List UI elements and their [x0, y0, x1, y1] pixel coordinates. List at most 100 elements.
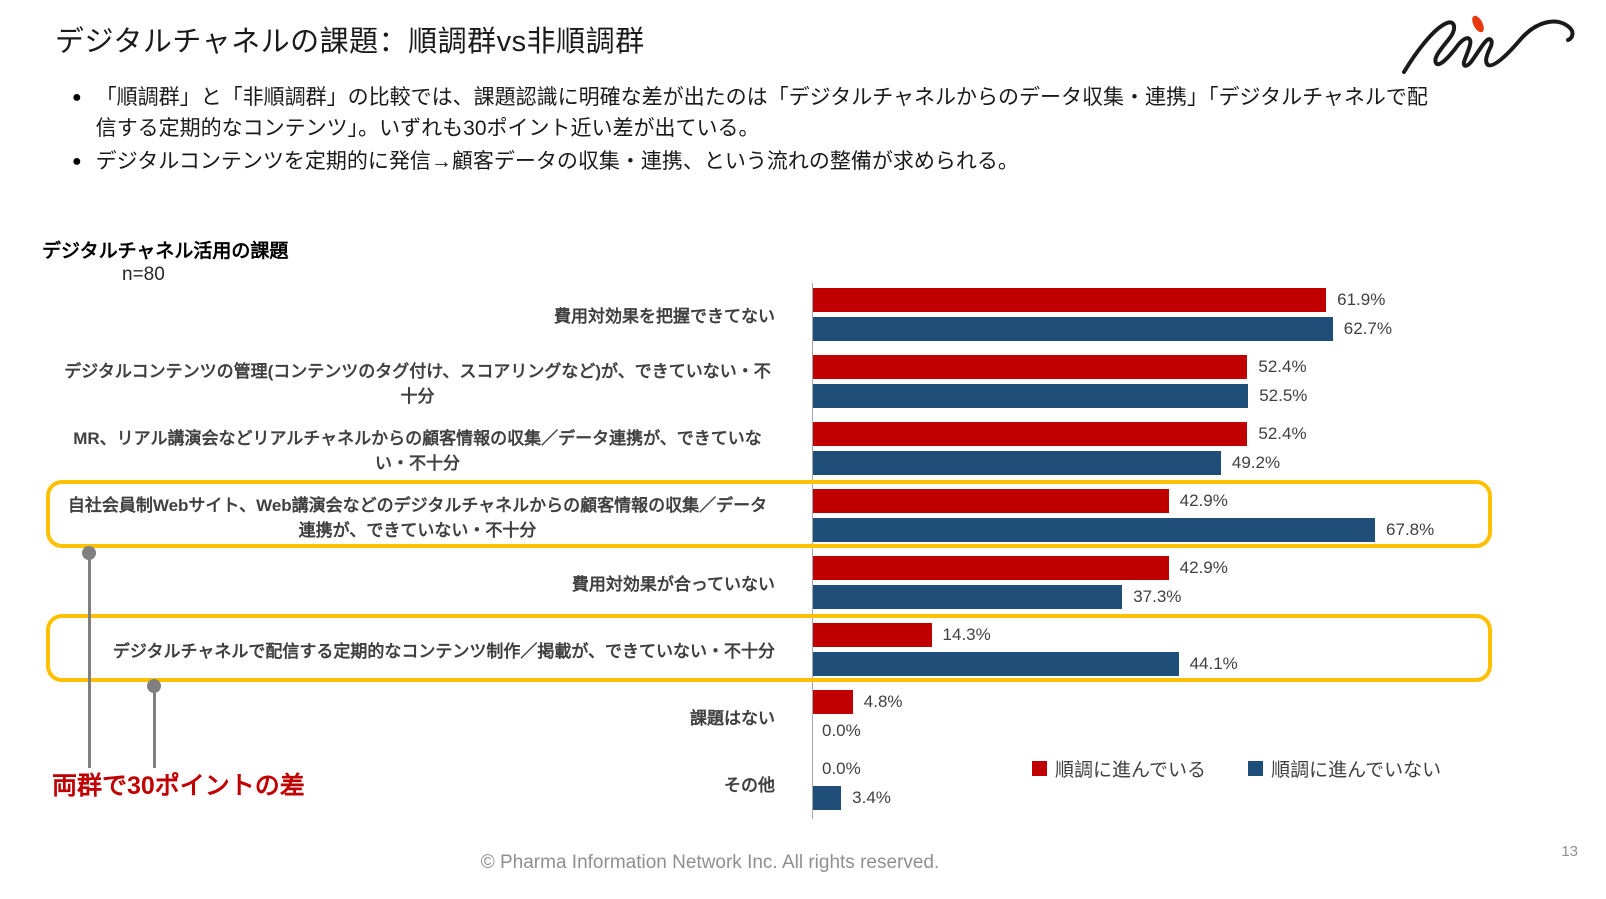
category-label-text: デジタルコンテンツの管理(コンテンツのタグ付け、スコアリングなど)が、できていな…: [64, 361, 771, 406]
bar-value-label: 0.0%: [822, 759, 861, 778]
bar-line: 42.9%: [813, 556, 1490, 580]
bullet-icon: ●: [72, 153, 82, 170]
chart-row: MR、リアル講演会などリアルチャネルからの顧客情報の収集／データ連携が、できてい…: [60, 417, 1490, 484]
bullet-item: ● デジタルコンテンツを定期的に発信→顧客データの収集・連携、という流れの整備が…: [72, 146, 1432, 177]
bar-value-label: 44.1%: [1189, 654, 1238, 673]
callout-line: [153, 686, 156, 768]
bar-ongoing: [813, 623, 932, 647]
chart-row: 費用対効果を把握できてない 61.9% 62.7%: [60, 283, 1490, 350]
category-label-text: MR、リアル講演会などリアルチャネルからの顧客情報の収集／データ連携が、できてい…: [73, 428, 762, 473]
legend-item-not-ongoing: 順調に進んでいない: [1248, 755, 1441, 782]
category-label-text: デジタルチャネルで配信する定期的なコンテンツ制作／掲載が、できていない・不十分: [112, 642, 775, 661]
callout-line: [88, 553, 91, 768]
category-label-text: 費用対効果が合っていない: [571, 575, 775, 594]
bar-line: 3.4%: [813, 786, 1490, 810]
bar-group: 14.3% 44.1%: [812, 618, 1490, 685]
bar-group: 61.9% 62.7%: [812, 283, 1490, 350]
bar-group: 0.0% 3.4%: [812, 752, 1490, 819]
bar-group: 42.9% 67.8%: [812, 484, 1490, 551]
callout-dot: [147, 679, 161, 693]
bar-line: 14.3%: [813, 623, 1490, 647]
bar-line: 52.4%: [813, 355, 1490, 379]
bar-value-label: 52.4%: [1258, 357, 1307, 376]
bar-ongoing: [813, 288, 1327, 312]
bar-line: 0.0%: [813, 757, 1490, 781]
category-label: 自社会員制Webサイト、Web講演会などのデジタルチャネルからの顧客情報の収集／…: [60, 484, 775, 551]
category-label: 課題はない: [60, 685, 775, 752]
bar-value-label: 61.9%: [1337, 290, 1386, 309]
copyright-footer: © Pharma Information Network Inc. All ri…: [480, 852, 940, 873]
bar-line: 4.8%: [813, 690, 1490, 714]
bar-ongoing: [813, 556, 1169, 580]
bar-value-label: 37.3%: [1133, 587, 1182, 606]
bar-group: 52.4% 49.2%: [812, 417, 1490, 484]
chart-row: 自社会員制Webサイト、Web講演会などのデジタルチャネルからの顧客情報の収集／…: [60, 484, 1490, 551]
bar-value-label: 14.3%: [942, 625, 991, 644]
bar-line: 44.1%: [813, 652, 1490, 676]
bar-line: 52.4%: [813, 422, 1490, 446]
bar-value-label: 62.7%: [1343, 319, 1392, 338]
chart-row: 課題はない 4.8% 0.0%: [60, 685, 1490, 752]
category-label-text: その他: [724, 776, 775, 795]
bar-line: 62.7%: [813, 317, 1490, 341]
category-label: デジタルチャネルで配信する定期的なコンテンツ制作／掲載が、できていない・不十分: [60, 618, 775, 685]
bullet-icon: ●: [72, 89, 82, 106]
category-label: その他: [60, 752, 775, 819]
summary-bullets: ● 「順調群」と「非順調群」の比較では、課題認識に明確な差が出たのは「デジタルチ…: [72, 82, 1432, 179]
bar-value-label: 42.9%: [1179, 491, 1228, 510]
bar-group: 4.8% 0.0%: [812, 685, 1490, 752]
bullet-text: デジタルコンテンツを定期的に発信→顧客データの収集・連携、という流れの整備が求め…: [95, 150, 1019, 173]
category-label-text: 費用対効果を把握できてない: [554, 307, 775, 326]
chart-row: 費用対効果が合っていない 42.9% 37.3%: [60, 551, 1490, 618]
bar-value-label: 49.2%: [1231, 453, 1281, 472]
chart-row: その他 0.0% 3.4%: [60, 752, 1490, 819]
bar-value-label: 67.8%: [1386, 520, 1435, 539]
legend-swatch-navy: [1248, 761, 1264, 776]
bar-not-ongoing: [813, 384, 1249, 408]
bar-chart: 費用対効果を把握できてない 61.9% 62.7% デジタルコンテンツの管理(コンテン…: [60, 283, 1490, 819]
category-label-text: 課題はない: [690, 709, 775, 728]
bar-not-ongoing: [813, 317, 1333, 341]
bullet-text: 「順調群」と「非順調群」の比較では、課題認識に明確な差が出たのは「デジタルチャネ…: [95, 86, 1428, 140]
bar-ongoing: [813, 489, 1169, 513]
bar-line: 49.2%: [813, 451, 1490, 475]
page-title: デジタルチャネルの課題：順調群vs非順調群: [55, 26, 645, 58]
difference-annotation: 両群で30ポイントの差: [52, 772, 305, 800]
bar-not-ongoing: [813, 451, 1221, 475]
callout-dot: [82, 546, 96, 560]
pin-signature-logo: [1402, 15, 1575, 74]
bar-value-label: 52.5%: [1259, 386, 1308, 405]
bar-line: 67.8%: [813, 518, 1490, 542]
legend-label: 順調に進んでいる: [1055, 760, 1207, 781]
bar-not-ongoing: [813, 652, 1179, 676]
bar-ongoing: [813, 422, 1248, 446]
bar-group: 42.9% 37.3%: [812, 551, 1490, 618]
bullet-item: ● 「順調群」と「非順調群」の比較では、課題認識に明確な差が出たのは「デジタルチ…: [72, 82, 1432, 144]
page-number: 13: [1561, 843, 1578, 860]
bar-line: 37.3%: [813, 585, 1490, 609]
bar-value-label: 52.4%: [1258, 424, 1307, 443]
category-label: 費用対効果が合っていない: [60, 551, 775, 618]
legend-label: 順調に進んでいない: [1271, 760, 1442, 781]
bar-not-ongoing: [813, 786, 842, 810]
chart-row: デジタルチャネルで配信する定期的なコンテンツ制作／掲載が、できていない・不十分 1…: [60, 618, 1490, 685]
bar-not-ongoing: [813, 518, 1376, 542]
bar-value-label: 0.0%: [822, 721, 861, 740]
bar-value-label: 42.9%: [1179, 558, 1228, 577]
bar-line: 0.0%: [813, 719, 1490, 743]
chart-title: デジタルチャネル活用の課題: [42, 241, 289, 262]
bar-not-ongoing: [813, 585, 1123, 609]
bar-value-label: 4.8%: [863, 692, 903, 711]
chart-row: デジタルコンテンツの管理(コンテンツのタグ付け、スコアリングなど)が、できていな…: [60, 350, 1490, 417]
bar-line: 42.9%: [813, 489, 1490, 513]
signature-red-dot: [1472, 15, 1484, 33]
sample-size-label: n=80: [122, 264, 165, 285]
category-label: 費用対効果を把握できてない: [60, 283, 775, 350]
category-label-text: 自社会員制Webサイト、Web講演会などのデジタルチャネルからの顧客情報の収集／…: [67, 495, 768, 540]
bar-line: 52.5%: [813, 384, 1490, 408]
signature-stroke: [1402, 19, 1575, 74]
category-label: MR、リアル講演会などリアルチャネルからの顧客情報の収集／データ連携が、できてい…: [60, 417, 775, 484]
legend-item-ongoing: 順調に進んでいる: [1032, 755, 1206, 782]
bar-ongoing: [813, 690, 853, 714]
